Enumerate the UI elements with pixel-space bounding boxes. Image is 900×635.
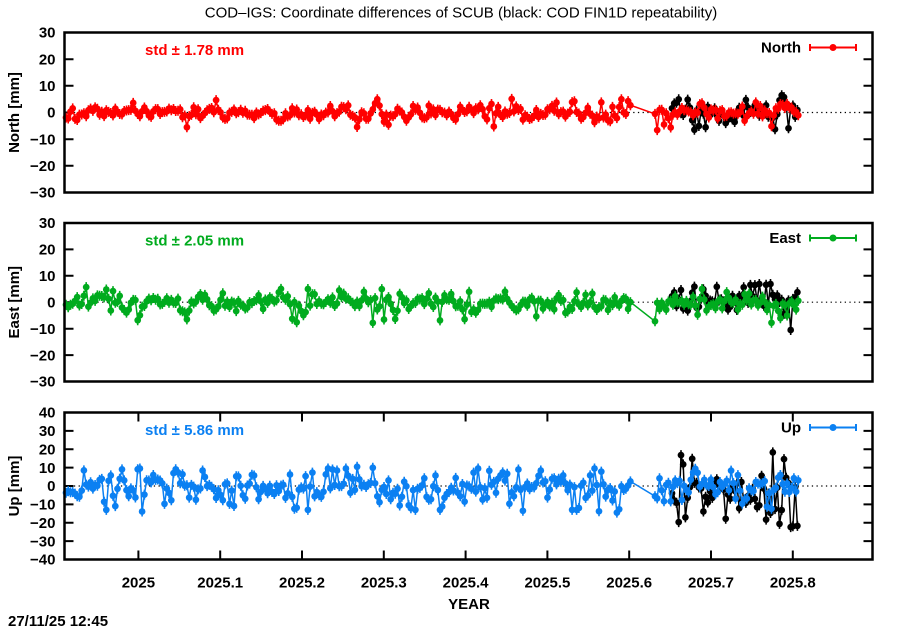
svg-text:10: 10 bbox=[39, 268, 56, 285]
svg-text:−20: −20 bbox=[30, 347, 55, 364]
svg-text:−30: −30 bbox=[30, 374, 55, 391]
svg-text:COD–IGS: Coordinate difference: COD–IGS: Coordinate differences of SCUB … bbox=[205, 5, 717, 22]
svg-text:10: 10 bbox=[39, 460, 56, 477]
svg-text:−20: −20 bbox=[30, 515, 55, 532]
svg-text:30: 30 bbox=[39, 25, 56, 42]
svg-text:North [mm]: North [mm] bbox=[6, 72, 23, 153]
svg-text:0: 0 bbox=[47, 105, 55, 122]
svg-text:Up [mm]: Up [mm] bbox=[6, 456, 23, 517]
svg-text:−10: −10 bbox=[30, 497, 55, 514]
svg-text:2025.8: 2025.8 bbox=[770, 575, 816, 592]
svg-text:East [mm]: East [mm] bbox=[6, 266, 23, 339]
svg-text:2025.4: 2025.4 bbox=[443, 575, 490, 592]
svg-text:30: 30 bbox=[39, 423, 56, 440]
svg-text:−40: −40 bbox=[30, 552, 55, 569]
svg-text:2025.3: 2025.3 bbox=[361, 575, 407, 592]
svg-text:YEAR: YEAR bbox=[448, 596, 490, 613]
svg-text:20: 20 bbox=[39, 51, 56, 68]
svg-text:−20: −20 bbox=[30, 158, 55, 175]
svg-text:−10: −10 bbox=[30, 131, 55, 148]
svg-text:Up: Up bbox=[781, 420, 801, 437]
svg-text:2025.1: 2025.1 bbox=[197, 575, 243, 592]
svg-text:20: 20 bbox=[39, 242, 56, 259]
svg-text:East: East bbox=[769, 230, 801, 247]
svg-text:North: North bbox=[761, 40, 801, 57]
svg-text:30: 30 bbox=[39, 215, 56, 232]
svg-text:std ± 5.86 mm: std ± 5.86 mm bbox=[145, 422, 244, 439]
svg-text:0: 0 bbox=[47, 294, 55, 311]
svg-text:20: 20 bbox=[39, 441, 56, 458]
svg-text:std ± 1.78 mm: std ± 1.78 mm bbox=[145, 42, 244, 59]
svg-text:0: 0 bbox=[47, 478, 55, 495]
svg-text:std ± 2.05 mm: std ± 2.05 mm bbox=[145, 233, 244, 250]
svg-text:2025.7: 2025.7 bbox=[688, 575, 734, 592]
svg-text:10: 10 bbox=[39, 78, 56, 95]
svg-text:2025: 2025 bbox=[122, 575, 155, 592]
svg-text:2025.5: 2025.5 bbox=[524, 575, 570, 592]
svg-text:2025.2: 2025.2 bbox=[279, 575, 325, 592]
svg-text:40: 40 bbox=[39, 405, 56, 422]
svg-text:−10: −10 bbox=[30, 321, 55, 338]
svg-text:27/11/25 12:45: 27/11/25 12:45 bbox=[8, 613, 108, 630]
svg-text:2025.6: 2025.6 bbox=[606, 575, 652, 592]
svg-text:−30: −30 bbox=[30, 533, 55, 550]
svg-text:−30: −30 bbox=[30, 185, 55, 202]
